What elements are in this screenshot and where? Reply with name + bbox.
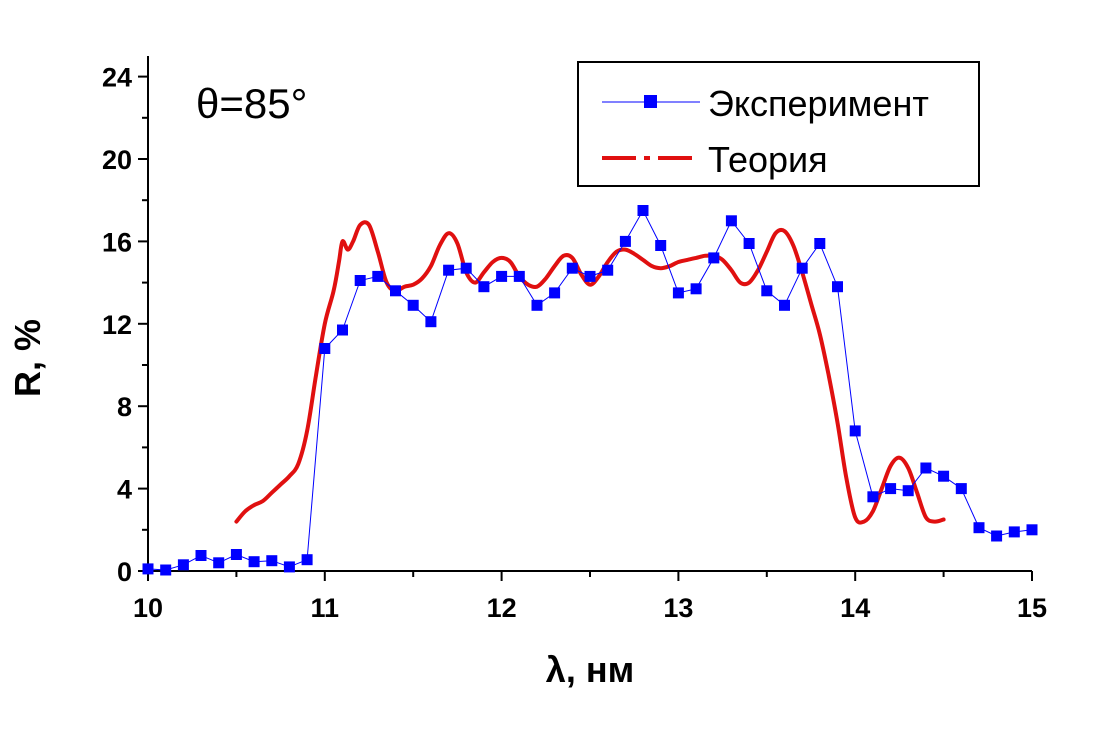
experiment-point [637,205,649,216]
x-tick-label: 11 [311,593,340,623]
experiment-point [443,264,455,276]
experiment-point [425,316,437,328]
y-axis-title: R, % [7,319,48,397]
experiment-point [832,281,843,293]
experiment-point [319,343,331,354]
y-tick-label: 24 [102,63,132,93]
experiment-point [372,270,384,282]
experiment-point [460,262,472,274]
x-tick-label: 10 [133,593,163,623]
x-axis-title: λ, нм [546,649,634,690]
experiment-point [177,559,189,571]
experiment-point [743,238,755,249]
experiment-point [390,285,401,297]
experiment-point [248,556,260,568]
experiment-point [301,554,313,566]
experiment-point [902,485,914,497]
experiment-point [796,262,808,274]
experiment-point [496,270,508,282]
experiment-point [566,262,578,274]
experiment-point [814,238,826,249]
y-tick-label: 0 [117,557,132,587]
experiment-point [938,470,950,482]
legend-label-experiment: Эксперимент [708,83,929,124]
experiment-point [531,299,543,311]
experiment-point [867,491,879,503]
x-tick-label: 14 [840,593,870,623]
experiment-point [195,550,207,561]
experiment-point [955,483,967,495]
experiment-point [266,555,278,567]
x-tick-label: 13 [663,593,693,623]
experiment-point [337,324,348,336]
experiment-point [708,252,720,264]
experiment-point [779,299,790,311]
experiment-point [690,283,702,295]
y-tick-label: 12 [102,310,132,340]
experiment-point [602,264,614,276]
experiment-line [147,209,1033,571]
experiment-point [849,425,861,437]
series-theory [234,220,946,525]
experiment-point [160,564,172,576]
angle-annotation: θ=85° [196,80,307,127]
legend-box [577,61,980,187]
series-experiment [142,205,1038,576]
theory-curve [234,220,946,525]
y-tick-label: 20 [102,145,132,175]
y-tick-label: 8 [117,392,132,422]
experiment-point [725,215,737,227]
experiment-point [584,270,596,282]
x-tick-label: 12 [487,593,517,623]
experiment-point [142,563,154,575]
experiment-point [672,287,684,299]
experiment-point [478,281,490,293]
experiment-point [230,549,242,560]
legend-label-theory: Теория [708,139,828,180]
experiment-point [991,530,1003,542]
experiment-point [549,287,561,299]
y-tick-label: 4 [117,475,132,505]
experiment-point [655,240,667,251]
experiment-point [407,299,419,311]
experiment-point [283,561,295,573]
experiment-point [1026,524,1038,536]
experiment-point [973,522,985,534]
x-tick-label: 15 [1017,593,1047,623]
tick-labels: 10 11 12 13 14 15 0 4 8 12 16 20 24 [102,63,1047,623]
y-tick-label: 16 [102,227,132,257]
experiment-point [761,285,773,297]
experiment-point [1008,526,1020,538]
experiment-point [213,557,225,569]
legend: Эксперимент Теория [577,61,980,187]
legend-swatch-experiment-marker [644,95,657,108]
experiment-point [619,235,631,247]
experiment-point [513,270,525,282]
experiment-point [885,483,897,495]
experiment-point [354,275,366,286]
experiment-point [920,462,932,474]
